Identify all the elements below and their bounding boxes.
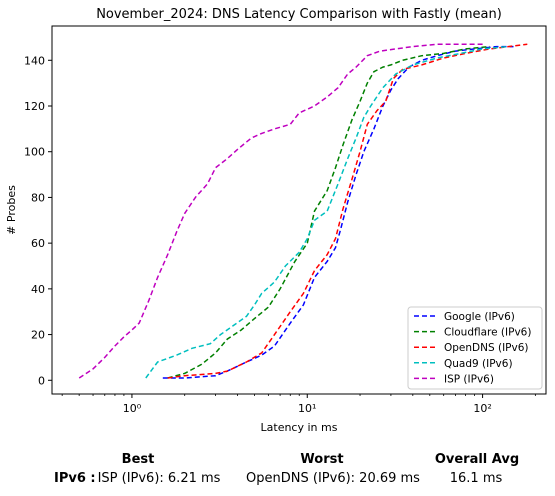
overall-avg-header: Overall Avg [434, 452, 520, 467]
worst-header: Worst [300, 452, 344, 467]
legend-label: Google (IPv6) [444, 311, 515, 323]
x-axis: 10⁰ 10¹ 10² [61, 394, 536, 415]
x-axis-label: Latency in ms [261, 421, 338, 434]
legend: Google (IPv6) Cloudflare (IPv6) OpenDNS (I… [407, 306, 543, 390]
series-line-2 [167, 43, 528, 379]
series-line-1 [167, 45, 490, 379]
y-tick-label: 40 [31, 283, 45, 296]
series-lines [78, 43, 528, 379]
ipv6-row-label: IPv6 : [54, 471, 96, 486]
best-header: Best [121, 452, 155, 467]
y-tick-label: 140 [24, 54, 45, 67]
x-tick-label: 10⁰ [123, 402, 142, 415]
overall-avg-value: 16.1 ms [449, 471, 503, 486]
y-tick-label: 100 [24, 146, 45, 159]
x-tick-label: 10¹ [298, 402, 316, 415]
y-axis: 0 20 40 60 80 100 120 140 [24, 54, 52, 387]
y-tick-label: 60 [31, 237, 45, 250]
latency-chart: November_2024: DNS Latency Comparison wi… [5, 7, 547, 434]
legend-box [407, 306, 543, 390]
x-tick-label: 10² [473, 402, 491, 415]
worst-value: OpenDNS (IPv6): 20.69 ms [246, 471, 420, 486]
y-axis-label: # Probes [5, 185, 18, 235]
summary-footer: Best Worst Overall Avg IPv6 : ISP (IPv6)… [0, 448, 555, 496]
legend-label: Cloudflare (IPv6) [444, 327, 531, 339]
chart-title: November_2024: DNS Latency Comparison wi… [96, 7, 502, 22]
series-line-3 [145, 45, 509, 379]
legend-label: OpenDNS (IPv6) [444, 342, 529, 354]
legend-label: Quad9 (IPv6) [444, 358, 513, 370]
y-tick-label: 20 [31, 329, 45, 342]
series-line-0 [162, 45, 514, 379]
y-tick-label: 0 [38, 374, 45, 387]
y-tick-label: 120 [24, 100, 45, 113]
best-value: ISP (IPv6): 6.21 ms [97, 471, 221, 486]
legend-label: ISP (IPv6) [444, 373, 494, 385]
y-tick-label: 80 [31, 191, 45, 204]
series-line-4 [78, 43, 483, 379]
